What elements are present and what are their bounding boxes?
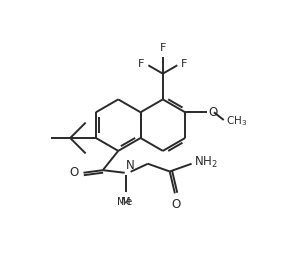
Text: F: F bbox=[181, 59, 188, 69]
Text: O: O bbox=[208, 106, 217, 119]
Text: M: M bbox=[121, 197, 130, 207]
Text: O: O bbox=[171, 198, 181, 211]
Text: O: O bbox=[69, 166, 79, 179]
Text: N: N bbox=[126, 159, 134, 172]
Text: F: F bbox=[160, 43, 166, 53]
Text: NH$_2$: NH$_2$ bbox=[194, 155, 217, 170]
Text: F: F bbox=[138, 59, 144, 69]
Text: CH$_3$: CH$_3$ bbox=[226, 114, 247, 128]
Text: Me: Me bbox=[117, 197, 132, 207]
